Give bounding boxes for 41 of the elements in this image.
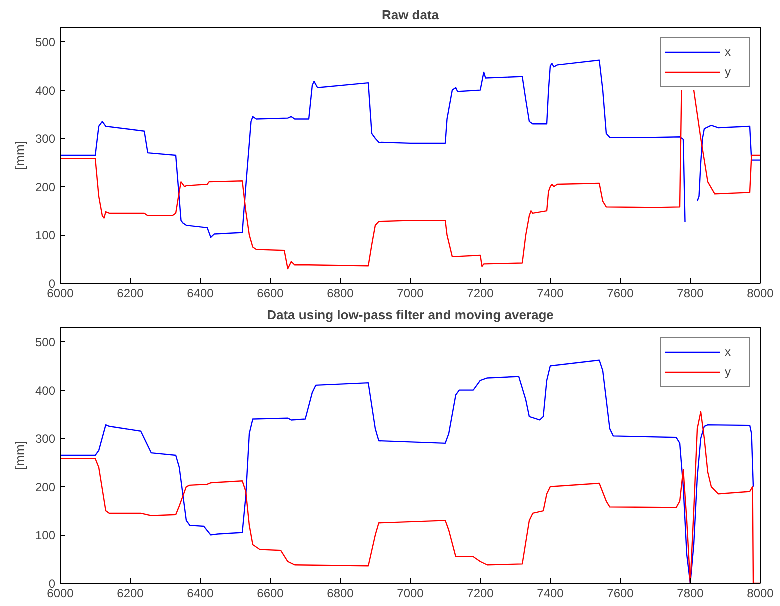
x-tick-label: 6800 xyxy=(327,586,354,600)
y-tick-label: 200 xyxy=(35,180,56,194)
y-tick-label: 100 xyxy=(35,228,56,243)
x-tick-label: 7000 xyxy=(397,586,424,600)
y-tick-label: 200 xyxy=(35,480,56,494)
x-tick-label: 7400 xyxy=(537,586,564,600)
x-tick-label: 7800 xyxy=(677,286,704,300)
x-tick-label: 7600 xyxy=(607,586,634,600)
legend-label: y xyxy=(725,65,732,79)
x-tick-label: 6400 xyxy=(187,586,214,600)
legend-label: x xyxy=(725,345,732,359)
x-tick-label: 6200 xyxy=(117,286,144,300)
y-tick-label: 500 xyxy=(35,35,56,50)
chart-title: Raw data xyxy=(382,8,440,22)
x-tick-label: 7200 xyxy=(467,286,494,300)
x-tick-label: 7200 xyxy=(467,586,494,600)
x-tick-label: 8000 xyxy=(747,286,774,300)
y-tick-label: 300 xyxy=(35,432,56,446)
x-tick-label: 6600 xyxy=(257,586,284,600)
y-axis-title: [mm] xyxy=(12,141,28,170)
y-tick-label: 400 xyxy=(35,84,56,98)
y-axis-title: [mm] xyxy=(12,441,28,470)
x-tick-label: 6400 xyxy=(187,286,214,300)
line-series xyxy=(60,360,754,584)
x-tick-label: 7400 xyxy=(537,286,564,300)
x-tick-label: 7800 xyxy=(677,586,704,600)
y-tick-label: 100 xyxy=(35,528,56,543)
y-tick-label: 300 xyxy=(35,132,56,146)
x-tick-label: 6200 xyxy=(117,586,144,600)
legend-label: y xyxy=(725,365,732,379)
legend-label: x xyxy=(725,45,732,59)
x-tick-label: 7600 xyxy=(607,286,634,300)
x-tick-label: 6800 xyxy=(327,286,354,300)
x-tick-label: 7000 xyxy=(397,286,424,300)
chart-title: Data using low-pass filter and moving average xyxy=(267,308,554,322)
x-tick-label: 6000 xyxy=(47,286,74,300)
y-tick-label: 500 xyxy=(35,335,56,350)
y-tick-label: 400 xyxy=(35,384,56,398)
x-tick-label: 6000 xyxy=(47,586,74,600)
x-tick-label: 6600 xyxy=(257,286,284,300)
x-tick-label: 8000 xyxy=(747,586,774,600)
